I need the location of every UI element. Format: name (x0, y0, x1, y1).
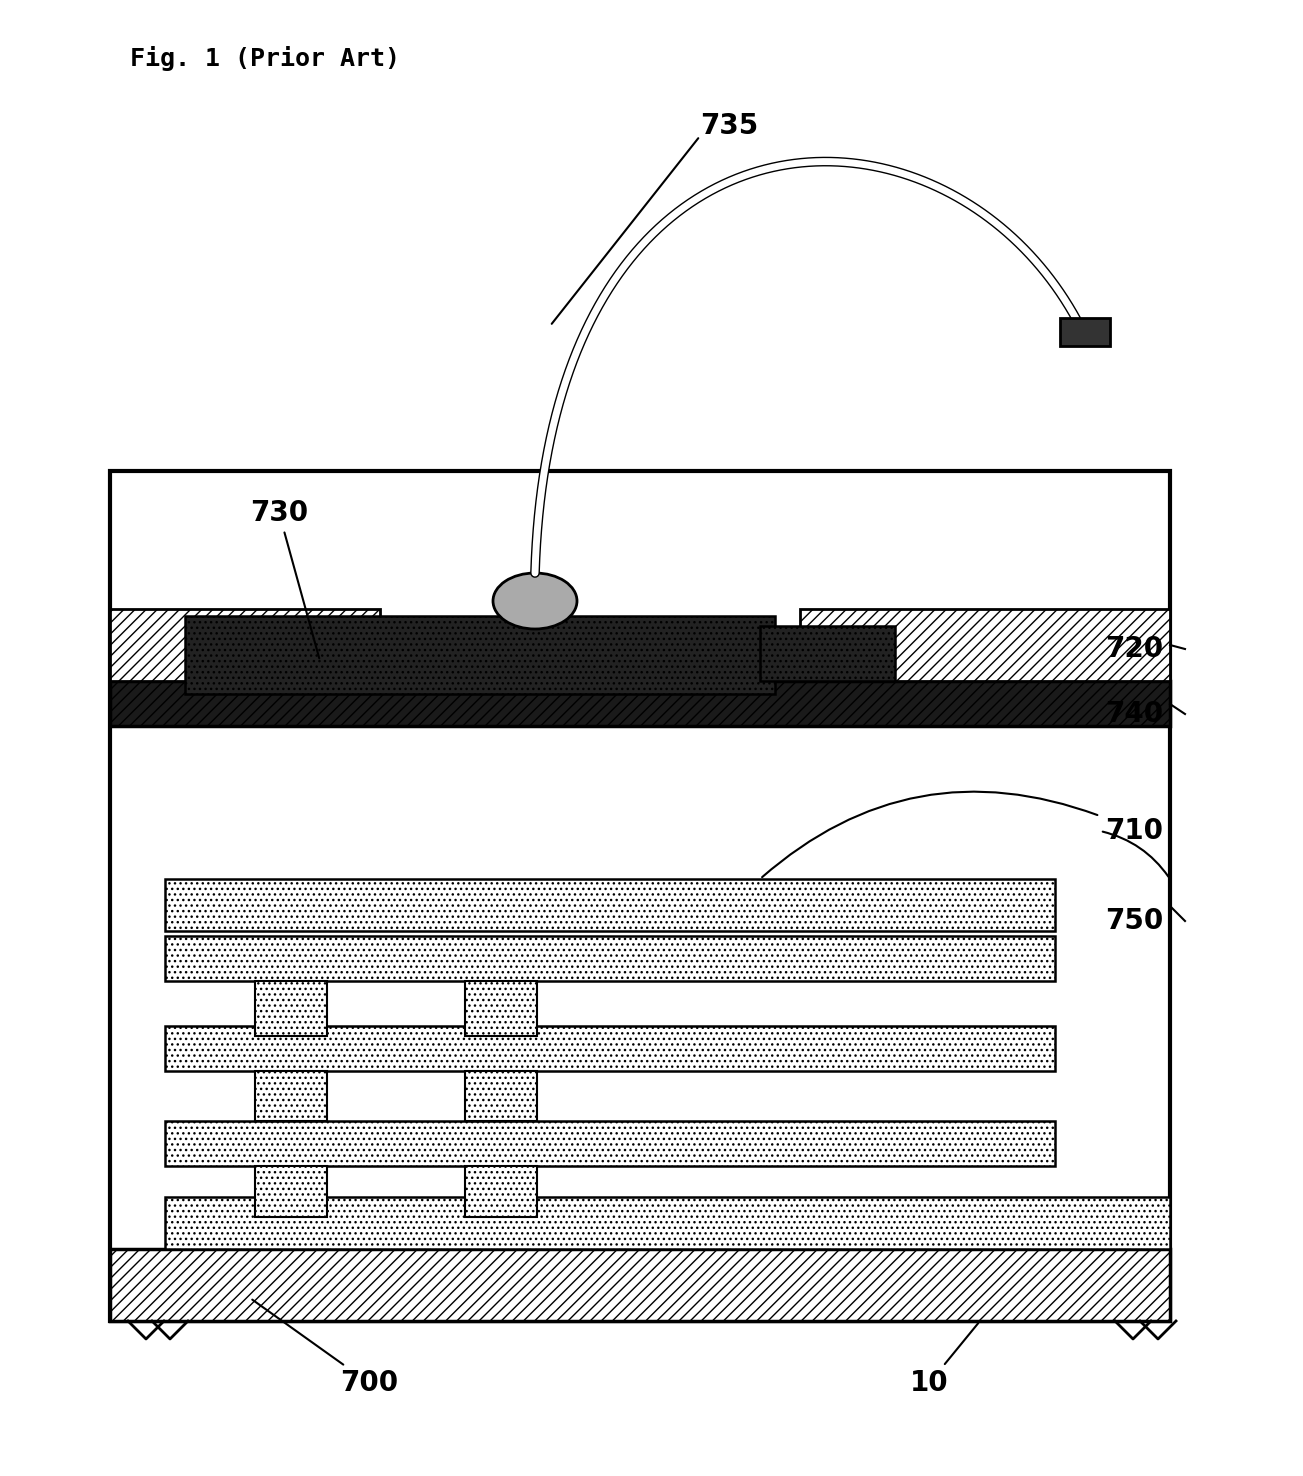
Bar (165, 936, 1055, 982)
Bar (109, 680, 1170, 726)
Bar (255, 1166, 327, 1218)
Bar (109, 610, 380, 680)
Text: 710: 710 (1105, 818, 1164, 844)
Bar (1061, 317, 1110, 345)
Text: 750: 750 (1105, 906, 1164, 934)
Bar (465, 1072, 537, 1120)
Bar (165, 1026, 1055, 1072)
Text: 10: 10 (909, 1322, 979, 1396)
Bar (109, 471, 1170, 1321)
Text: 700: 700 (253, 1299, 399, 1396)
Bar (185, 615, 775, 694)
Text: 740: 740 (1105, 700, 1164, 728)
Bar (255, 982, 327, 1036)
Bar (109, 1249, 1170, 1321)
Bar (800, 610, 1170, 680)
Text: 730: 730 (250, 499, 319, 658)
Bar (165, 880, 1055, 931)
Bar (165, 1120, 1055, 1166)
Bar (165, 1197, 1170, 1249)
Bar (465, 982, 537, 1036)
Bar (255, 1072, 327, 1120)
Ellipse shape (493, 573, 577, 629)
Text: 720: 720 (1105, 635, 1164, 663)
Bar (760, 626, 895, 680)
Text: Fig. 1 (Prior Art): Fig. 1 (Prior Art) (130, 46, 400, 71)
Bar (465, 1166, 537, 1218)
Text: 735: 735 (700, 112, 758, 140)
